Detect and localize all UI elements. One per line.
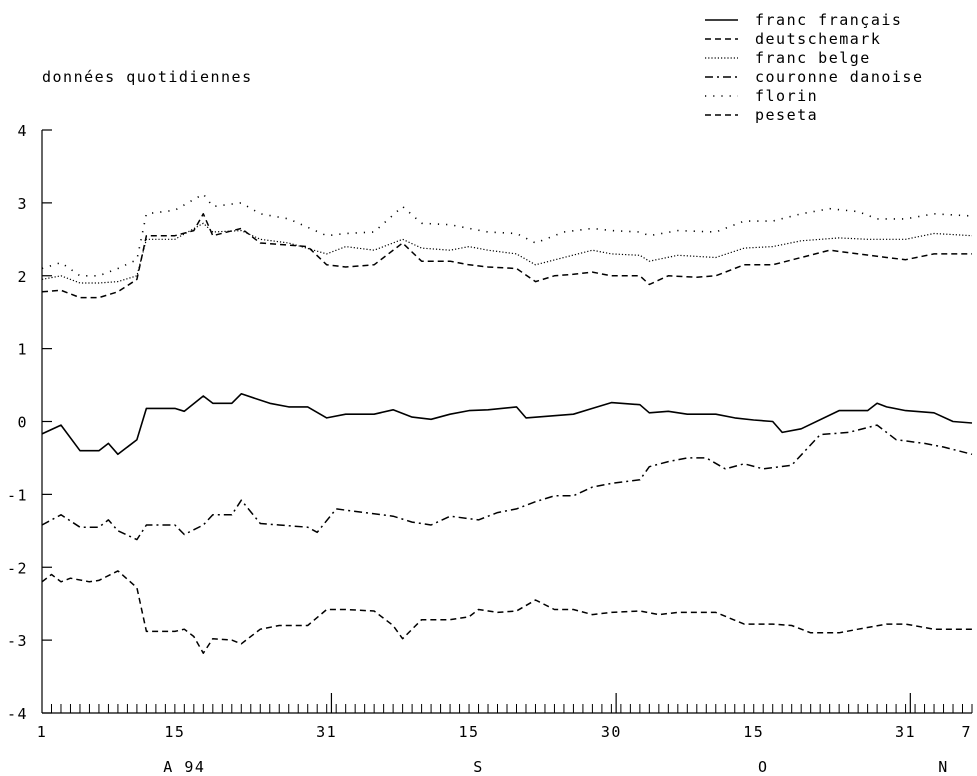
x-tick-label: 15 [164, 723, 185, 741]
y-tick-label: -4 [7, 705, 28, 723]
x-tick-label: 30 [601, 723, 622, 741]
y-tick-label: 3 [17, 195, 28, 213]
x-tick-label: 7 [961, 723, 972, 741]
y-tick-label: -1 [7, 486, 28, 504]
series-lines [41, 193, 973, 654]
series-line-4 [41, 193, 973, 277]
legend-label: couronne danoise [755, 68, 924, 86]
x-tick-label: 15 [743, 723, 764, 741]
x-tick-label: 31 [895, 723, 916, 741]
legend-label: deutschemark [755, 30, 881, 48]
x-tick-label: 1 [37, 723, 48, 741]
y-tick-label: 2 [17, 268, 28, 286]
y-tick-label: 4 [17, 122, 28, 140]
x-tick-label: 15 [459, 723, 480, 741]
y-tick-label: 1 [17, 341, 28, 359]
legend-label: franc belge [755, 49, 871, 67]
legend-label: peseta [755, 106, 818, 124]
chart-subtitle: données quotidiennes [42, 68, 253, 86]
legend-label: florin [755, 87, 818, 105]
x-month-label: O [758, 758, 769, 776]
x-month-label: S [473, 758, 484, 776]
y-tick-label: 0 [17, 414, 28, 432]
x-month-label: A 94 [163, 758, 205, 776]
y-tick-label: -3 [7, 632, 28, 650]
series-line-0 [41, 392, 973, 456]
x-tick-label: 31 [316, 723, 337, 741]
series-line-5 [41, 570, 972, 654]
series-line-1 [41, 213, 972, 299]
x-month-label: N [938, 758, 949, 776]
legend-label: franc français [755, 11, 902, 29]
series-line-2 [41, 222, 973, 284]
y-tick-label: -2 [7, 559, 28, 577]
axes: 4 3 2 1 0 -1 -2 -3 -4 1 15 31 15 30 15 31 7 A 94 S O N [7, 122, 973, 776]
series-line-3 [41, 424, 973, 541]
